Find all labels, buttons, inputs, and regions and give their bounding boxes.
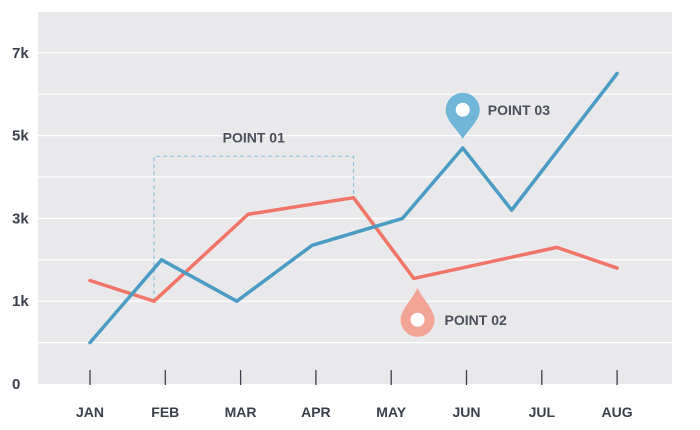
x-tick-label: MAY xyxy=(376,404,406,420)
x-tick-label: APR xyxy=(301,404,331,420)
point-02-label: POINT 02 xyxy=(445,312,507,328)
point-03-label: POINT 03 xyxy=(488,102,550,118)
point-01-label: POINT 01 xyxy=(223,129,285,145)
y-tick-label: 0 xyxy=(12,376,20,393)
x-tick-label: JUN xyxy=(452,404,480,420)
y-tick-label: 3k xyxy=(12,210,29,227)
markers xyxy=(400,92,480,337)
x-tick-label: JUL xyxy=(529,404,556,420)
x-axis: JAN FEB MAR APR MAY JUN JUL AUG xyxy=(76,370,633,420)
series-blue-line xyxy=(88,71,619,345)
point-03-marker-dot xyxy=(455,102,470,117)
series-lines xyxy=(88,71,619,345)
y-tick-label: 1k xyxy=(12,293,29,310)
y-axis: 0 1k 3k 5k 7k xyxy=(12,45,29,393)
x-tick-label: FEB xyxy=(151,404,179,420)
y-tick-label: 7k xyxy=(12,45,29,62)
series-red-line xyxy=(88,195,619,303)
annotation-labels: POINT 01 POINT 02 POINT 03 xyxy=(223,102,551,328)
x-tick-label: AUG xyxy=(602,404,633,420)
y-tick-label: 5k xyxy=(12,128,29,145)
point-02-marker-dot xyxy=(410,312,425,327)
x-tick-label: JAN xyxy=(76,404,104,420)
gridlines xyxy=(38,52,672,344)
point-02-marker xyxy=(400,287,435,337)
x-tick-label: MAR xyxy=(225,404,257,420)
point-01-bracket-line xyxy=(153,155,355,302)
point-01-bracket xyxy=(153,155,355,302)
